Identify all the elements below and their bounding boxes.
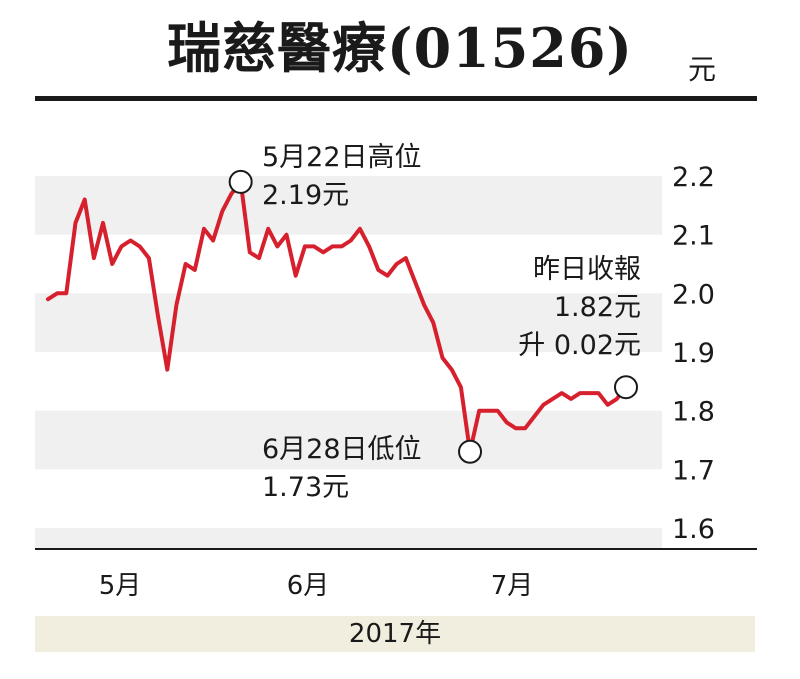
y-axis-unit: 元 xyxy=(688,53,717,86)
x-tick-label: 5月 xyxy=(99,571,142,601)
grid-band xyxy=(35,410,662,470)
high-point-marker xyxy=(228,169,253,194)
low-annotation-line: 1.73元 xyxy=(262,472,349,503)
x-axis-label: 2017年 xyxy=(348,619,442,649)
high-annotation-line: 5月22日高位 xyxy=(262,142,422,173)
low-point-marker xyxy=(458,439,483,464)
grid-band xyxy=(35,528,662,548)
latest-annotation-line: 升 0.02元 xyxy=(518,330,641,361)
chart-title: 瑞慈醫療(01526) xyxy=(167,16,633,80)
price-line xyxy=(46,179,628,454)
high-annotation-line: 2.19元 xyxy=(262,180,349,211)
x-tick-label: 7月 xyxy=(491,571,534,601)
latest-point-marker xyxy=(614,375,638,400)
latest-annotation-line: 昨日收報 xyxy=(533,254,641,285)
x-axis-rule xyxy=(35,548,757,550)
x-tick-label: 6月 xyxy=(287,571,330,601)
y-tick-label: 1.9 xyxy=(672,338,715,369)
grid-band xyxy=(35,176,662,235)
y-tick-label: 2.0 xyxy=(672,279,715,310)
y-tick-label: 1.7 xyxy=(672,455,715,486)
y-tick-label: 1.8 xyxy=(672,397,715,428)
y-tick-label: 2.2 xyxy=(672,162,715,193)
low-annotation-line: 6月28日低位 xyxy=(262,434,422,465)
latest-annotation-line: 1.82元 xyxy=(554,292,641,323)
x-axis-label-bar: 2017年 xyxy=(35,616,755,652)
y-tick-label: 2.1 xyxy=(672,221,715,252)
y-tick-label: 1.6 xyxy=(672,514,715,545)
title-rule xyxy=(35,96,757,101)
grid-band xyxy=(35,293,662,352)
